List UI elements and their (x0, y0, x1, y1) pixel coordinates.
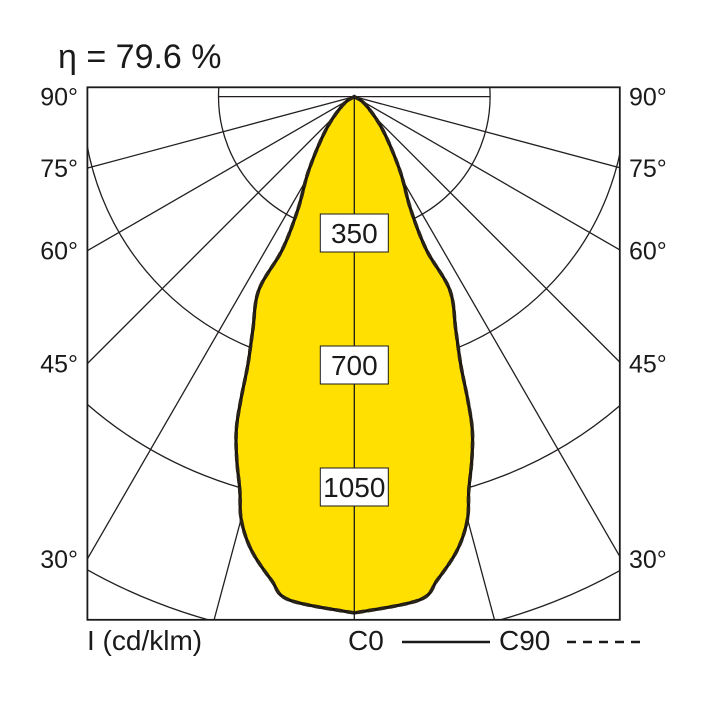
svg-text:700: 700 (331, 350, 378, 381)
svg-text:30°: 30° (40, 546, 78, 574)
svg-text:30°: 30° (629, 546, 667, 574)
svg-text:90°: 90° (629, 84, 667, 112)
svg-text:350: 350 (331, 218, 378, 249)
svg-text:η = 79.6 %: η = 79.6 % (58, 38, 222, 76)
svg-text:1050: 1050 (323, 472, 385, 503)
svg-text:75°: 75° (40, 155, 78, 183)
svg-text:60°: 60° (40, 238, 78, 266)
svg-text:I (cd/klm): I (cd/klm) (87, 625, 202, 656)
svg-text:75°: 75° (629, 155, 667, 183)
svg-text:60°: 60° (629, 238, 667, 266)
svg-text:45°: 45° (629, 351, 667, 379)
svg-text:90°: 90° (40, 84, 78, 112)
svg-text:C0: C0 (348, 625, 384, 656)
svg-text:C90: C90 (499, 625, 550, 656)
svg-text:45°: 45° (40, 351, 78, 379)
